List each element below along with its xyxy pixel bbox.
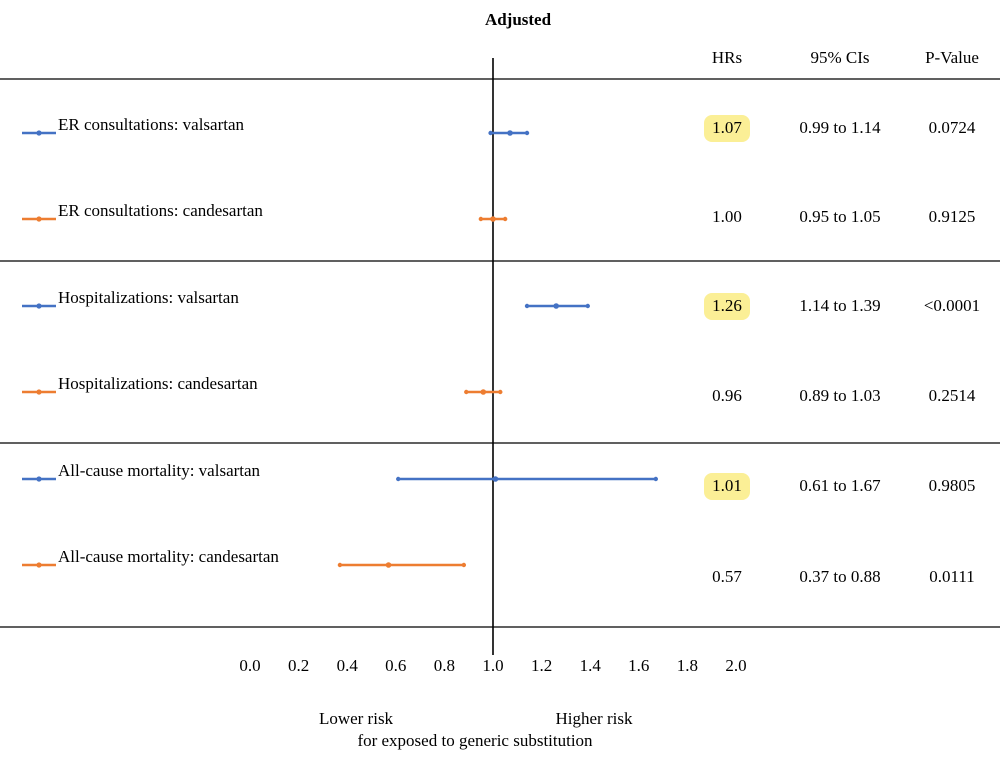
row-label: Hospitalizations: candesartan — [58, 374, 258, 393]
forest-row: Hospitalizations: candesartan 0.96 0.89 to… — [22, 374, 976, 405]
row-label: ER consultations: candesartan — [58, 201, 263, 220]
hr-point — [385, 562, 392, 568]
ci-lower-marker — [337, 562, 343, 568]
x-note-lower: Lower risk — [319, 709, 394, 728]
hr-value: 1.00 — [712, 207, 742, 226]
x-tick-label: 1.8 — [677, 656, 698, 675]
p-value: 0.9805 — [929, 476, 976, 495]
x-tick-label: 1.2 — [531, 656, 552, 675]
legend-swatch-marker — [36, 389, 42, 395]
hr-highlight — [704, 115, 750, 142]
legend-swatch-marker — [36, 303, 42, 309]
row-label: Hospitalizations: valsartan — [58, 288, 239, 307]
forest-row: ER consultations: valsartan 1.07 0.99 to 1… — [22, 115, 976, 142]
hr-value: 0.96 — [712, 386, 742, 405]
ci-lower-marker — [464, 389, 469, 395]
hr-point — [480, 389, 487, 395]
x-note-higher: Higher risk — [556, 709, 633, 728]
forest-row: All-cause mortality: candesartan 0.57 0.37… — [22, 547, 975, 586]
x-tick-label: 2.0 — [725, 656, 746, 675]
p-value: 0.9125 — [929, 207, 976, 226]
ci-upper-marker — [502, 216, 508, 222]
row-label: All-cause mortality: candesartan — [58, 547, 279, 566]
p-value: 0.2514 — [929, 386, 976, 405]
ci-lower-marker — [524, 303, 530, 309]
forest-row: ER consultations: candesartan 1.00 0.95 to… — [22, 201, 975, 226]
ci-value: 0.99 to 1.14 — [799, 118, 881, 137]
x-tick-label: 1.6 — [628, 656, 649, 675]
row-label: ER consultations: valsartan — [58, 115, 245, 134]
ci-lower-marker — [488, 130, 493, 136]
legend-swatch-marker — [36, 216, 42, 222]
ci-value: 0.61 to 1.67 — [799, 476, 881, 495]
x-note-caption: for exposed to generic substitution — [357, 731, 593, 750]
legend-swatch-marker — [36, 562, 42, 568]
ci-value: 0.37 to 0.88 — [799, 567, 880, 586]
x-tick-label: 1.4 — [580, 656, 602, 675]
hr-point — [507, 130, 513, 136]
x-tick-label: 0.2 — [288, 656, 309, 675]
ci-upper-marker — [653, 476, 659, 482]
p-value: 0.0111 — [929, 567, 975, 586]
forest-rows: ER consultations: valsartan 1.07 0.99 to 1… — [22, 115, 980, 586]
hr-value: 0.57 — [712, 567, 742, 586]
legend-swatch-marker — [36, 476, 42, 482]
x-tick-label: 0.8 — [434, 656, 455, 675]
column-header-p: P-Value — [925, 48, 979, 67]
ci-lower-marker — [396, 476, 401, 482]
hr-point — [553, 303, 559, 309]
p-value: <0.0001 — [924, 296, 980, 315]
hr-point — [490, 216, 496, 222]
ci-upper-marker — [461, 562, 467, 568]
hr-value: 1.26 — [712, 296, 742, 315]
ci-value: 0.89 to 1.03 — [799, 386, 880, 405]
hr-highlight — [704, 293, 750, 320]
ci-value: 1.14 to 1.39 — [799, 296, 880, 315]
column-header-hr: HRs — [712, 48, 742, 67]
ci-value: 0.95 to 1.05 — [799, 207, 880, 226]
hr-highlight — [704, 473, 750, 500]
x-tick-label: 0.4 — [337, 656, 359, 675]
legend-swatch-marker — [36, 130, 42, 136]
p-value: 0.0724 — [929, 118, 976, 137]
ci-upper-marker — [524, 130, 530, 136]
x-tick-label: 1.0 — [482, 656, 503, 675]
x-tick-label: 0.0 — [239, 656, 260, 675]
hr-value: 1.07 — [712, 118, 742, 137]
hr-point — [492, 476, 499, 482]
ci-upper-marker — [585, 303, 590, 309]
x-axis-ticks: 0.0 0.2 0.4 0.6 0.8 1.0 1.2 1.4 1.6 1.8 2.0 — [239, 656, 746, 675]
ci-lower-marker — [478, 216, 484, 222]
column-header-ci: 95% CIs — [810, 48, 869, 67]
hr-value: 1.01 — [712, 476, 742, 495]
x-tick-label: 0.6 — [385, 656, 406, 675]
row-label: All-cause mortality: valsartan — [58, 461, 261, 480]
ci-upper-marker — [498, 389, 503, 395]
forest-row: All-cause mortality: valsartan 1.01 0.61 t… — [22, 461, 975, 500]
chart-title: Adjusted — [485, 10, 552, 29]
forest-row: Hospitalizations: valsartan 1.26 1.14 to 1… — [22, 288, 980, 320]
